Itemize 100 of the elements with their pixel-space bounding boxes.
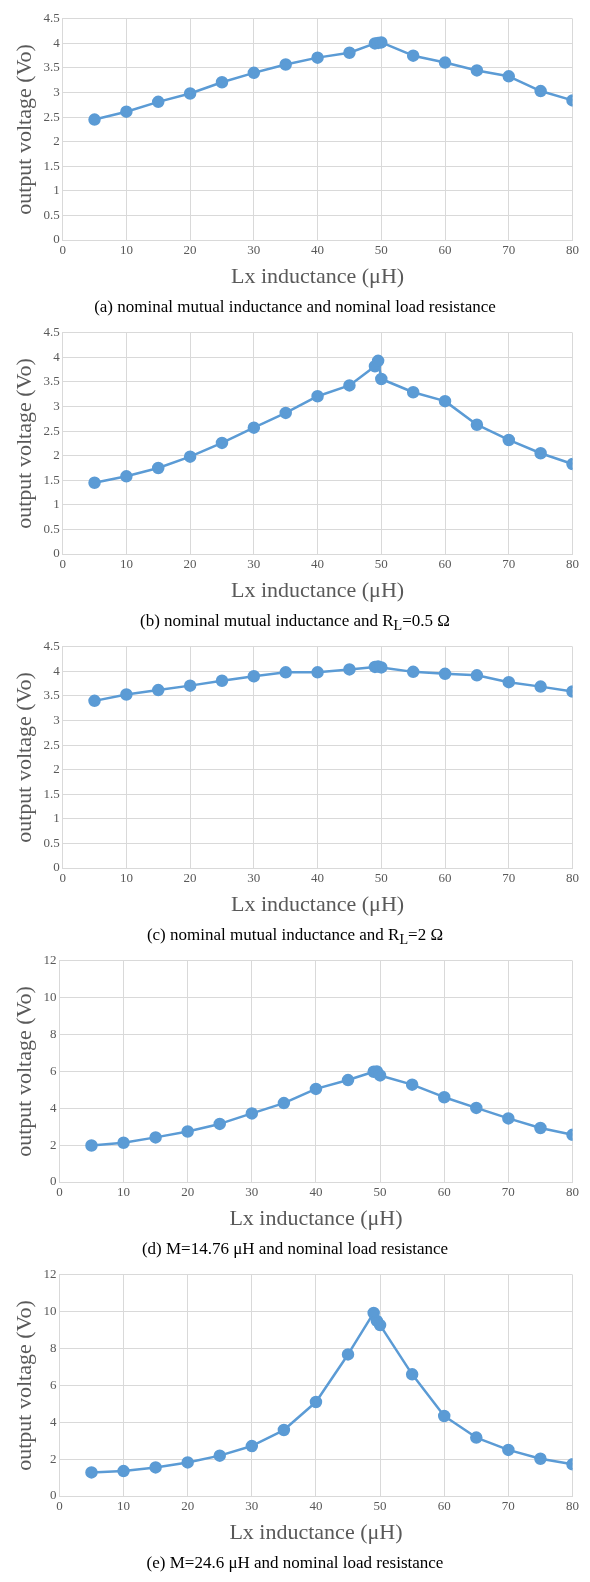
y-tick-label: 0 <box>53 231 60 247</box>
text: (e) M=24.6 μH and nominal load resistance <box>145 1552 445 1574</box>
point <box>183 679 197 692</box>
point <box>245 1107 259 1120</box>
point <box>279 58 292 71</box>
point <box>470 418 484 431</box>
point <box>502 1112 515 1125</box>
y-tick-label: 4.5 <box>43 324 60 340</box>
point <box>215 674 229 687</box>
y-tick-label: 0.5 <box>43 520 60 536</box>
x-tick-label: 30 <box>247 242 261 258</box>
point <box>183 87 197 100</box>
point <box>247 421 261 434</box>
y-tick-label: 12 <box>43 1266 57 1282</box>
point <box>183 450 197 463</box>
y-tick-label: 10 <box>43 989 57 1005</box>
y-axis-title: output voltage (Vo) <box>10 986 36 1157</box>
point <box>88 113 101 126</box>
x-tick-label: 80 <box>566 556 579 572</box>
point <box>406 49 420 62</box>
y-tick-label: 8 <box>49 1339 57 1355</box>
x-tick-label: 70 <box>501 1184 515 1200</box>
y-tick-label: 4 <box>49 1099 57 1115</box>
x-tick-label: 50 <box>374 870 388 886</box>
y-tick-label: 1.5 <box>43 471 60 487</box>
y-tick-label: 2.5 <box>43 736 60 752</box>
point <box>373 1069 387 1082</box>
y-tick-label: 3.5 <box>43 59 60 75</box>
y-tick-label: 6 <box>49 1376 57 1392</box>
point <box>309 1082 323 1096</box>
x-tick-label: 30 <box>247 870 261 886</box>
x-tick-label: 60 <box>437 1498 451 1514</box>
x-tick-label: 80 <box>566 870 579 886</box>
point <box>470 1101 483 1115</box>
point <box>117 1464 130 1478</box>
x-tick-label: 80 <box>566 1498 579 1514</box>
point <box>311 666 324 679</box>
point <box>534 1121 547 1135</box>
y-tick-label: 8 <box>49 1025 57 1041</box>
point <box>245 1439 259 1453</box>
point <box>149 1461 162 1474</box>
y-axis-title: output voltage (Vo) <box>10 672 36 843</box>
y-tick-label: 3 <box>53 711 60 727</box>
y-tick-label: 3.5 <box>43 373 60 389</box>
x-tick-label: 40 <box>311 870 325 886</box>
x-tick-label: 30 <box>247 556 261 572</box>
point <box>343 379 356 392</box>
y-tick-label: 0 <box>53 859 60 875</box>
point <box>405 1368 419 1381</box>
y-tick-label: 2 <box>53 447 60 463</box>
x-axis-title: Lx inductance (μH) <box>231 576 405 602</box>
y-tick-label: 12 <box>43 952 57 968</box>
x-axis-title: Lx inductance (μH) <box>231 890 405 916</box>
y-tick-label: 4 <box>53 34 61 50</box>
point <box>181 1125 194 1138</box>
y-tick-label: 2.5 <box>43 422 60 438</box>
y-tick-label: 1.5 <box>43 157 60 173</box>
point <box>152 95 165 109</box>
x-tick-label: 50 <box>374 556 388 572</box>
point <box>437 1409 451 1423</box>
text: (b) nominal mutual inductance and R$_{L}$=0.5 Ω <box>139 610 451 636</box>
point <box>502 433 516 447</box>
point <box>437 1090 451 1104</box>
text: (d) M=14.76 μH and nominal load resistance <box>140 1238 450 1260</box>
y-tick-label: 4 <box>53 662 61 678</box>
point <box>343 663 356 676</box>
point <box>215 436 229 450</box>
point <box>181 1456 194 1469</box>
point <box>502 1443 515 1457</box>
point <box>247 66 261 80</box>
point <box>341 1073 355 1087</box>
point <box>470 669 484 682</box>
y-tick-label: 0 <box>49 1487 57 1503</box>
y-tick-label: 0 <box>49 1173 57 1189</box>
y-tick-label: 0.5 <box>43 206 60 222</box>
point <box>120 105 133 118</box>
y-tick-label: 4 <box>53 348 61 364</box>
x-tick-label: 10 <box>119 242 133 258</box>
point <box>375 372 388 386</box>
x-tick-label: 10 <box>117 1184 131 1200</box>
point <box>470 64 484 77</box>
x-tick-label: 20 <box>183 242 197 258</box>
point <box>341 1348 355 1361</box>
x-tick-label: 10 <box>119 870 133 886</box>
y-tick-label: 0.5 <box>43 834 60 850</box>
point <box>152 461 165 475</box>
x-tick-label: 50 <box>373 1498 387 1514</box>
y-tick-label: 4.5 <box>43 10 60 26</box>
y-tick-label: 3.5 <box>43 687 60 703</box>
point <box>120 688 133 701</box>
y-tick-label: 10 <box>43 1303 57 1319</box>
point <box>247 670 261 683</box>
y-tick-label: 1 <box>53 182 60 198</box>
y-tick-label: 3 <box>53 397 60 413</box>
point <box>406 386 420 399</box>
x-axis-title: Lx inductance (μH) <box>229 1204 403 1230</box>
point <box>438 56 452 69</box>
point <box>406 665 420 679</box>
point <box>85 1139 98 1152</box>
x-tick-label: 20 <box>183 556 197 572</box>
